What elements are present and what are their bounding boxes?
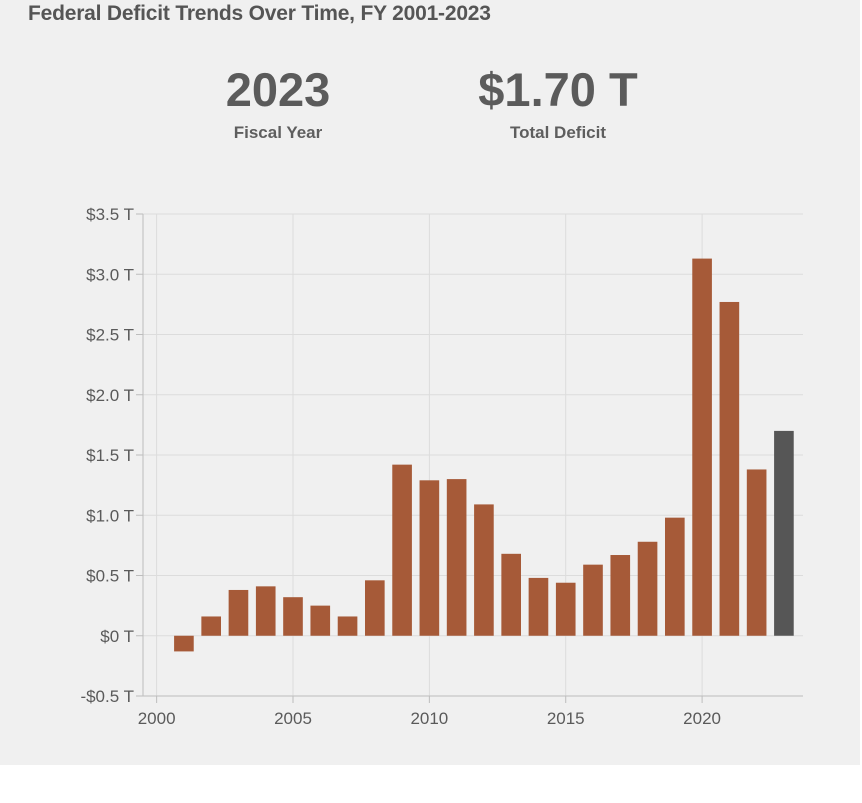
y-tick-label: $2.5 T bbox=[86, 326, 134, 345]
bar-series bbox=[174, 258, 794, 652]
bar-2021[interactable] bbox=[719, 301, 740, 636]
total-deficit-value: $1.70 T bbox=[478, 63, 638, 116]
bar-2007[interactable] bbox=[337, 616, 358, 636]
total-deficit-label: Total Deficit bbox=[509, 123, 607, 142]
deficit-bar-chart: -$0.5 T $0 T $0.5 T $1.0 T $1.5 T $2.0 T $2.5 … bbox=[80, 205, 803, 728]
fiscal-year-label: Fiscal Year bbox=[233, 123, 323, 142]
bar-2011[interactable] bbox=[446, 479, 467, 636]
y-tick-label: $3.5 T bbox=[86, 205, 134, 224]
x-tick-label: 2010 bbox=[410, 709, 448, 728]
x-tick-label: 2015 bbox=[547, 709, 585, 728]
y-tick-label: -$0.5 T bbox=[80, 687, 134, 706]
bar-2010[interactable] bbox=[419, 480, 440, 636]
bar-2009[interactable] bbox=[392, 464, 412, 636]
y-tick-label: $2.0 T bbox=[86, 386, 134, 405]
bar-2022[interactable] bbox=[746, 469, 767, 636]
total-deficit-stat: $1.70 T Total Deficit bbox=[438, 66, 678, 143]
bar-2020[interactable] bbox=[692, 258, 712, 636]
bar-2006[interactable] bbox=[310, 605, 331, 636]
bar-2012[interactable] bbox=[474, 504, 494, 636]
bar-2016[interactable] bbox=[583, 564, 603, 636]
y-tick-label: $3.0 T bbox=[86, 265, 134, 284]
bar-2018[interactable] bbox=[637, 541, 658, 636]
bar-2014[interactable] bbox=[528, 577, 549, 636]
bar-2002[interactable] bbox=[201, 616, 221, 636]
bar-2019[interactable] bbox=[665, 517, 685, 636]
x-tick-label: 2005 bbox=[274, 709, 312, 728]
bar-2013[interactable] bbox=[501, 553, 521, 636]
bar-2008[interactable] bbox=[365, 580, 385, 636]
x-tick-label: 2020 bbox=[683, 709, 721, 728]
fiscal-year-value: 2023 bbox=[225, 63, 331, 116]
bar-2001[interactable] bbox=[174, 635, 194, 652]
bar-2003[interactable] bbox=[228, 589, 249, 636]
bar-2017[interactable] bbox=[610, 555, 631, 636]
axes: -$0.5 T $0 T $0.5 T $1.0 T $1.5 T $2.0 T $2.5 … bbox=[80, 205, 803, 728]
y-tick-label: $0 T bbox=[100, 627, 134, 646]
bar-2004[interactable] bbox=[255, 586, 276, 636]
bar-2005[interactable] bbox=[283, 597, 303, 636]
y-tick-label: $1.0 T bbox=[86, 506, 134, 525]
chart-title: Federal Deficit Trends Over Time, FY 200… bbox=[28, 2, 491, 25]
fiscal-year-stat: 2023 Fiscal Year bbox=[178, 66, 378, 143]
bar-2015[interactable] bbox=[555, 582, 576, 636]
y-tick-label: $1.5 T bbox=[86, 446, 134, 465]
x-tick-label: 2000 bbox=[138, 709, 176, 728]
y-tick-label: $0.5 T bbox=[86, 567, 134, 586]
bar-2023[interactable] bbox=[774, 430, 794, 636]
